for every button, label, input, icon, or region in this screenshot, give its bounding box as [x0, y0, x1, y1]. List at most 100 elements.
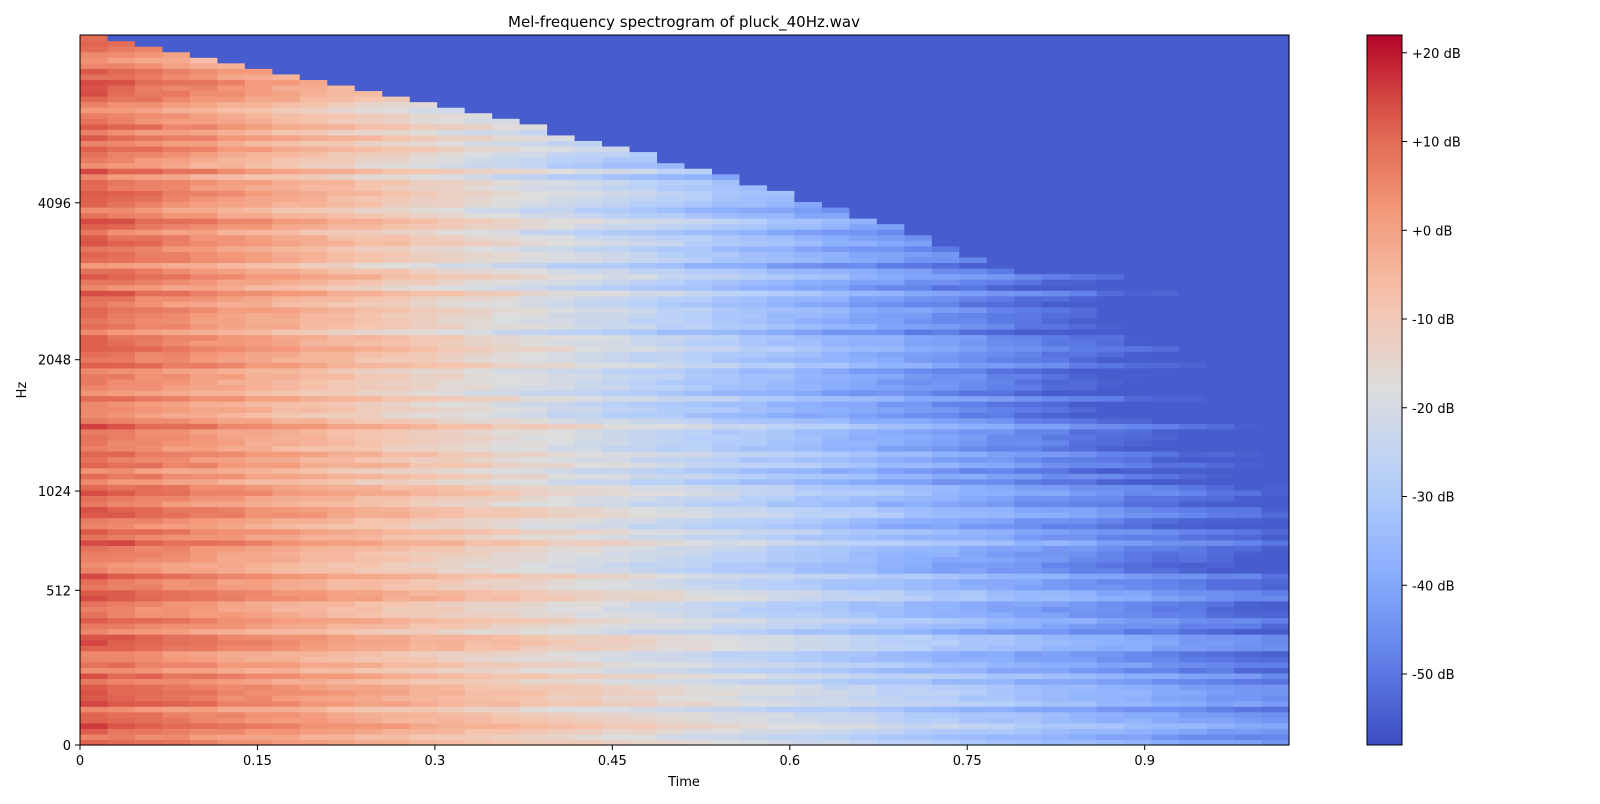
heatmap-cell — [244, 340, 273, 347]
heatmap-cell — [107, 401, 136, 408]
heatmap-cell — [931, 534, 960, 541]
heatmap-cell — [931, 711, 960, 718]
heatmap-cell — [904, 162, 933, 169]
heatmap-cell — [849, 140, 878, 147]
heatmap-cell — [1014, 700, 1043, 707]
heatmap-cell — [657, 218, 686, 225]
heatmap-cell — [437, 312, 466, 319]
heatmap-cell — [821, 722, 850, 729]
heatmap-cell — [766, 140, 796, 147]
heatmap-cell — [1261, 512, 1290, 519]
heatmap-cell — [794, 140, 823, 147]
heatmap-cell — [904, 312, 933, 319]
heatmap-cell — [519, 251, 548, 258]
heatmap-cell — [876, 373, 905, 380]
heatmap-cell — [711, 556, 741, 563]
heatmap-cell — [107, 573, 136, 580]
heatmap-cell — [272, 451, 301, 458]
heatmap-cell — [959, 162, 988, 169]
heatmap-cell — [464, 661, 493, 668]
heatmap-cell — [1041, 556, 1070, 563]
heatmap-cell — [1096, 451, 1125, 458]
heatmap-cell — [986, 428, 1015, 435]
heatmap-cell — [821, 589, 850, 596]
heatmap-cell — [217, 140, 246, 147]
heatmap-cell — [986, 467, 1015, 474]
heatmap-cell — [299, 545, 328, 552]
heatmap-cell — [986, 256, 1015, 264]
heatmap-cell — [1206, 373, 1235, 380]
heatmap-cell — [107, 678, 136, 685]
heatmap-cell — [189, 606, 218, 613]
heatmap-cell — [162, 245, 191, 252]
heatmap-cell — [382, 245, 411, 252]
heatmap-cell — [711, 528, 741, 535]
heatmap-cell — [1234, 695, 1263, 702]
heatmap-cell — [849, 290, 878, 297]
heatmap-cell — [464, 733, 493, 741]
heatmap-cell — [189, 262, 218, 269]
heatmap-cell — [272, 395, 301, 402]
heatmap-cell — [1041, 401, 1070, 408]
heatmap-cell — [904, 340, 933, 347]
heatmap-cell — [492, 617, 521, 624]
heatmap-cell — [629, 401, 658, 408]
heatmap-cell — [327, 622, 356, 630]
heatmap-cell — [244, 157, 273, 164]
heatmap-cell — [409, 179, 438, 186]
heatmap-cell — [354, 118, 383, 125]
heatmap-cell — [1069, 622, 1098, 630]
heatmap-cell — [519, 517, 548, 524]
heatmap-cell — [1261, 140, 1290, 147]
heatmap-cell — [931, 512, 960, 519]
heatmap-cell — [189, 512, 218, 519]
heatmap-cell — [1096, 545, 1125, 552]
heatmap-cell — [1234, 328, 1263, 336]
heatmap-cell — [1261, 561, 1290, 569]
heatmap-cell — [1234, 689, 1263, 696]
heatmap-cell — [107, 467, 136, 474]
heatmap-cell — [299, 573, 328, 580]
heatmap-cell — [244, 484, 273, 491]
heatmap-cell — [766, 656, 796, 663]
heatmap-cell — [162, 290, 191, 297]
heatmap-cell — [354, 240, 383, 247]
heatmap-cell — [1179, 622, 1208, 630]
heatmap-cell — [602, 212, 631, 219]
heatmap-cell — [437, 118, 466, 125]
heatmap-cell — [684, 240, 713, 247]
heatmap-cell — [959, 467, 988, 474]
heatmap-cell — [684, 656, 713, 663]
heatmap-cell — [354, 373, 383, 380]
heatmap-cell — [162, 140, 191, 147]
heatmap-cell — [1124, 201, 1153, 208]
heatmap-cell — [959, 473, 988, 480]
heatmap-cell — [327, 356, 356, 363]
heatmap-cell — [299, 112, 328, 119]
heatmap-cell — [519, 267, 548, 275]
heatmap-cell — [574, 678, 603, 685]
heatmap-cell — [1206, 689, 1235, 696]
heatmap-cell — [107, 733, 136, 741]
heatmap-cell — [1069, 223, 1098, 230]
heatmap-cell — [107, 229, 136, 236]
heatmap-cell — [1096, 190, 1125, 197]
heatmap-cell — [217, 445, 246, 452]
heatmap-cell — [1151, 328, 1180, 336]
heatmap-cell — [299, 728, 328, 735]
heatmap-cell — [107, 695, 136, 702]
heatmap-cell — [327, 645, 356, 652]
heatmap-cell — [299, 567, 328, 574]
heatmap-cell — [464, 711, 493, 718]
heatmap-cell — [492, 367, 521, 374]
heatmap-cell — [464, 656, 493, 663]
heatmap-cell — [272, 290, 301, 297]
heatmap-cell — [711, 273, 741, 280]
heatmap-cell — [354, 445, 383, 452]
heatmap-cell — [766, 683, 796, 691]
heatmap-cell — [574, 334, 603, 341]
heatmap-cell — [931, 412, 960, 419]
heatmap-cell — [684, 290, 713, 297]
heatmap-cell — [739, 317, 768, 325]
heatmap-cell — [1096, 717, 1125, 724]
